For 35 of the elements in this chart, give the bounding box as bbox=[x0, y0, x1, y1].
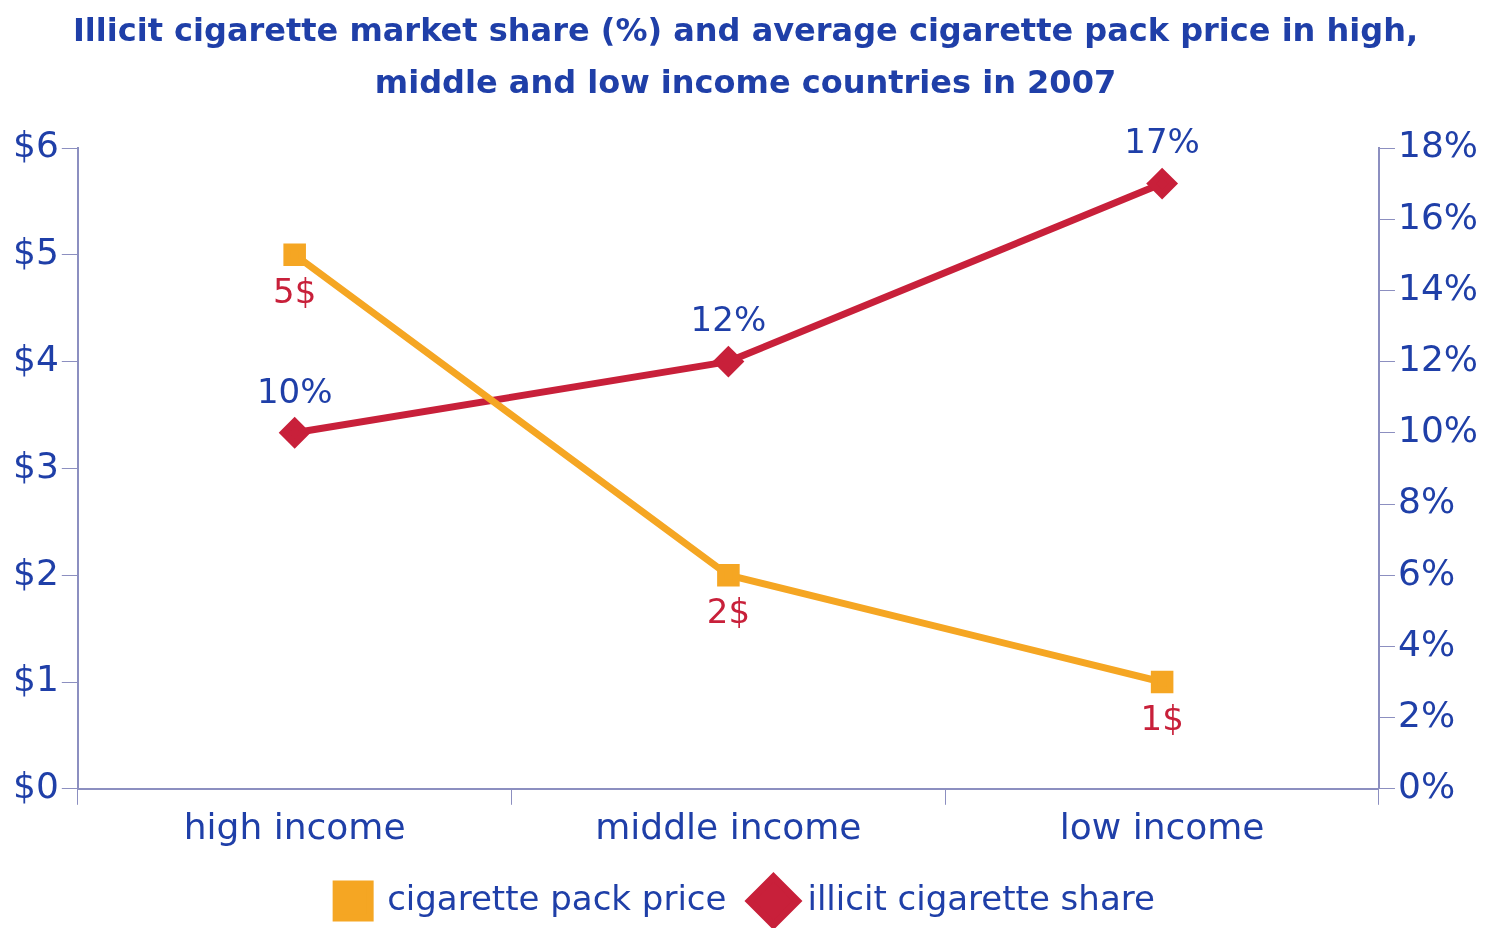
legend-label: cigarette pack price bbox=[387, 877, 727, 918]
legend-label: illicit cigarette share bbox=[807, 877, 1155, 918]
data-label: 10% bbox=[256, 370, 333, 411]
y2-tick-label: 12% bbox=[1397, 337, 1478, 379]
point bbox=[283, 243, 306, 267]
y2-tick-label: 10% bbox=[1397, 409, 1478, 451]
point bbox=[717, 563, 740, 587]
data-label: 12% bbox=[690, 299, 767, 340]
y2-tick-label: 0% bbox=[1397, 765, 1456, 807]
y2-tick-label: 8% bbox=[1397, 480, 1456, 522]
data-label: 5$ bbox=[273, 270, 317, 311]
y-tick-label: $4 bbox=[13, 337, 59, 379]
y2-tick-label: 18% bbox=[1397, 124, 1478, 166]
y-tick-label: $3 bbox=[13, 444, 59, 486]
x-tick-label: low income bbox=[1059, 805, 1265, 847]
data-label: 1$ bbox=[1140, 697, 1184, 738]
y2-tick-label: 16% bbox=[1397, 195, 1478, 237]
y-tick-label: $2 bbox=[13, 551, 59, 593]
point bbox=[1147, 169, 1177, 199]
data-label: 2$ bbox=[706, 591, 751, 632]
y-tick-label: $6 bbox=[13, 124, 59, 166]
y2-tick-label: 2% bbox=[1397, 693, 1456, 735]
data-label: 17% bbox=[1124, 121, 1200, 162]
x-tick-label: high income bbox=[183, 805, 406, 847]
y-tick-label: $1 bbox=[13, 658, 59, 700]
point bbox=[1150, 670, 1174, 694]
y2-tick-label: 14% bbox=[1397, 266, 1478, 308]
chart-title: Illicit cigarette market share (%) and average cigarette pack price in high, middle and low income countries in 2007 bbox=[71, 10, 1420, 103]
point bbox=[280, 418, 310, 448]
y2-tick-label: 4% bbox=[1397, 622, 1456, 664]
point bbox=[713, 347, 743, 377]
y2-tick-label: 6% bbox=[1397, 551, 1456, 593]
y-tick-label: $5 bbox=[13, 231, 59, 273]
x-tick-label: middle income bbox=[595, 805, 862, 847]
y-tick-label: $0 bbox=[13, 765, 59, 807]
